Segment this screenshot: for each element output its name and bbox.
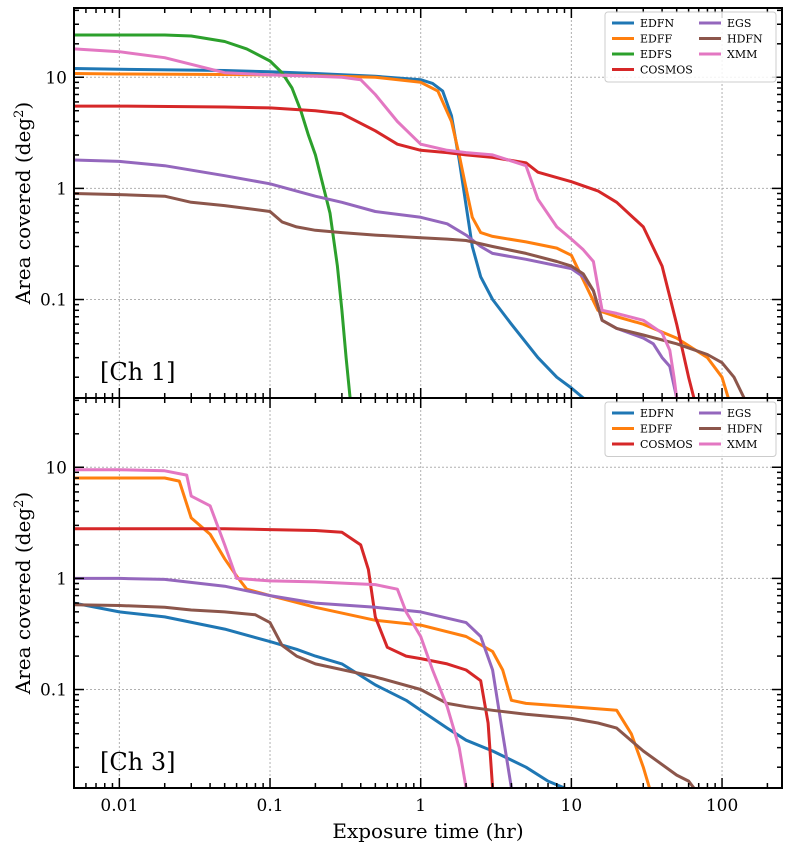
legend-label: COSMOS [640, 64, 693, 77]
panel-label: [Ch 3] [100, 748, 175, 776]
series-line-egs [74, 576, 513, 788]
x-tick-label: 0.01 [100, 796, 138, 816]
series-line-edfn [74, 67, 585, 398]
series-line-edfn [74, 601, 566, 788]
series-line-xmm [74, 47, 679, 398]
legend-label: EDFN [640, 407, 674, 420]
legend: EDFN EDFF COSMOS EGS HDFN XMM [604, 401, 777, 457]
series-line-edfs [74, 33, 352, 398]
panel-2: 0.1 1 10 0.01 0.1 1 10 100 Exposure time (hr) Are… [11, 397, 783, 843]
legend: EDFN EDFF EDFS COSMOS EGS HDFN XMM [604, 11, 777, 83]
y-axis-label: Area covered (deg2) [11, 102, 35, 305]
legend-label: EGS [727, 17, 751, 30]
series-group [74, 33, 746, 398]
y-tick-label: 0.1 [40, 291, 67, 311]
legend-box [604, 11, 777, 83]
series-line-edff [74, 476, 651, 788]
legend-label: XMM [727, 438, 757, 451]
x-tick-label: 1 [415, 796, 426, 816]
series-line-hdfn [74, 192, 746, 398]
legend-label: EDFF [640, 423, 672, 436]
legend-label: EGS [727, 407, 751, 420]
series-line-egs [74, 158, 679, 398]
y-tick-label: 10 [45, 68, 67, 88]
panel-label: [Ch 1] [100, 358, 175, 386]
y-tick-label: 1 [56, 569, 67, 589]
series-line-hdfn [74, 603, 696, 788]
legend-label: HDFN [727, 423, 763, 436]
series-group [74, 468, 696, 788]
panel-frame [73, 397, 783, 789]
y-tick-label: 10 [45, 458, 67, 478]
y-tick-label: 1 [56, 179, 67, 199]
series-line-cosmos [74, 104, 696, 398]
y-axis-label: Area covered (deg2) [11, 492, 35, 695]
legend-label: COSMOS [640, 438, 693, 451]
legend-box [604, 401, 777, 457]
y-tick-label: 0.1 [40, 681, 67, 701]
x-tick-label: 100 [706, 796, 738, 816]
legend-label: HDFN [727, 33, 763, 46]
x-tick-label: 10 [561, 796, 583, 816]
x-tick-label: 0.1 [257, 796, 284, 816]
legend-label: XMM [727, 48, 757, 61]
legend-label: EDFN [640, 17, 674, 30]
series-line-xmm [74, 468, 468, 788]
series-line-cosmos [74, 527, 495, 788]
x-axis-label: Exposure time (hr) [332, 819, 523, 843]
legend-label: EDFS [640, 48, 672, 61]
legend-label: EDFF [640, 33, 672, 46]
